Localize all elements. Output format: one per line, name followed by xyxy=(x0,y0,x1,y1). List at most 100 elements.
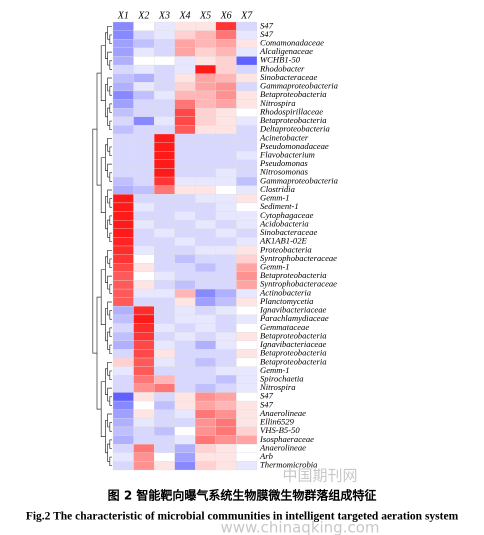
heatmap-cell xyxy=(215,176,237,186)
heatmap-cell xyxy=(215,400,237,410)
column-label: X3 xyxy=(158,10,170,21)
heatmap-cell xyxy=(195,254,217,264)
heatmap-cell xyxy=(133,39,155,48)
heatmap-cell xyxy=(174,461,196,471)
heatmap-cell xyxy=(112,280,134,290)
heatmap-cell xyxy=(195,461,217,471)
heatmap-cell xyxy=(153,280,175,290)
heatmap-cell xyxy=(174,202,196,212)
row-label: Nitrospira xyxy=(259,382,296,392)
heatmap-cell xyxy=(215,228,237,238)
dendrogram-branch xyxy=(109,310,112,320)
heatmap-cell xyxy=(236,340,258,350)
heatmap-cell xyxy=(174,159,196,169)
heatmap-cell xyxy=(153,383,175,393)
heatmap-cell xyxy=(236,56,258,66)
heatmap-cell xyxy=(112,254,134,264)
column-label: X5 xyxy=(199,10,211,21)
dendrogram-branch xyxy=(109,172,112,182)
heatmap-cell xyxy=(153,82,175,92)
heatmap-cell xyxy=(112,159,134,169)
row-label: Deltaproteobacteria xyxy=(259,124,330,134)
dendrogram-branch xyxy=(109,120,112,131)
heatmap-cell xyxy=(215,306,237,316)
row-label: Gammaproteobacteria xyxy=(260,175,338,185)
heatmap-cell xyxy=(153,409,175,419)
heatmap-cell xyxy=(112,47,134,57)
heatmap-cell xyxy=(215,280,237,290)
heatmap-cell xyxy=(215,90,237,100)
dendrogram-branch xyxy=(100,381,106,437)
heatmap-cell xyxy=(133,228,155,238)
heatmap-cell xyxy=(174,30,196,40)
heatmap-cell xyxy=(112,383,134,393)
heatmap-cell xyxy=(236,323,258,333)
heatmap-cell xyxy=(153,435,175,445)
heatmap-cell xyxy=(133,383,155,393)
heatmap-cell xyxy=(133,237,155,247)
heatmap-cell xyxy=(153,288,175,298)
heatmap-cell xyxy=(133,21,155,31)
heatmap-cell xyxy=(112,297,134,307)
heatmap-cell xyxy=(112,444,134,453)
row-label: AK1AB1-02E xyxy=(259,236,308,246)
heatmap-cell xyxy=(153,366,175,376)
heatmap-cell xyxy=(174,280,196,290)
heatmap-cell xyxy=(236,435,258,445)
heatmap-cell xyxy=(215,444,237,453)
heatmap-cell xyxy=(112,21,134,31)
heatmap-cell xyxy=(174,90,196,100)
heatmap-cell xyxy=(174,73,196,83)
heatmap-cell xyxy=(236,202,258,212)
heatmap-cell xyxy=(174,254,196,264)
heatmap-cell xyxy=(215,47,237,57)
heatmap-cell xyxy=(195,82,217,92)
heatmap-cell xyxy=(236,116,258,126)
heatmap-cell xyxy=(112,30,134,40)
dendrogram-branch xyxy=(109,232,112,243)
heatmap-cell xyxy=(153,426,175,436)
heatmap-cell xyxy=(195,194,217,204)
heatmap-cell xyxy=(236,185,258,195)
heatmap-cell xyxy=(174,366,196,376)
heatmap-cell xyxy=(195,73,217,83)
heatmap-cell xyxy=(133,323,155,333)
heatmap-cell xyxy=(112,245,134,255)
row-label: Betaproteobacteria xyxy=(260,330,327,340)
dendrogram-branch xyxy=(109,60,112,70)
heatmap-cell xyxy=(174,392,196,402)
heatmap-cell xyxy=(174,220,196,229)
heatmap-cell xyxy=(112,185,134,195)
dendrogram-branch xyxy=(109,344,112,355)
heatmap-cell xyxy=(153,168,175,178)
heatmap-cell xyxy=(153,452,175,462)
heatmap-cell xyxy=(153,108,175,117)
heatmap-cell xyxy=(236,357,258,367)
watermark: 中国期刊网 xyxy=(282,467,357,485)
heatmap-cell xyxy=(133,245,155,255)
heatmap-cell xyxy=(215,366,237,376)
heatmap-cell xyxy=(153,220,175,229)
heatmap-cell xyxy=(195,263,217,272)
heatmap-cell xyxy=(174,444,196,453)
dendrogram xyxy=(92,25,112,467)
heatmap-cell xyxy=(153,400,175,410)
heatmap-cell xyxy=(195,202,217,212)
heatmap-cell xyxy=(174,176,196,186)
heatmap-cell xyxy=(215,159,237,169)
heatmap-cell xyxy=(195,56,217,66)
heatmap-cell xyxy=(133,332,155,341)
heatmap-cell xyxy=(215,73,237,83)
heatmap-cell xyxy=(112,288,134,298)
row-label: Planctomycetia xyxy=(259,296,313,306)
heatmap-cell xyxy=(153,39,175,48)
row-label: Betaproteobacteria xyxy=(260,89,327,99)
heatmap-cell xyxy=(174,323,196,333)
heatmap-cell xyxy=(133,73,155,83)
heatmap-cell xyxy=(153,90,175,100)
heatmap-cell xyxy=(112,409,134,419)
heatmap-cell xyxy=(112,82,134,92)
heatmap-cell xyxy=(112,332,134,341)
heatmap-cell xyxy=(215,142,237,152)
heatmap-cell xyxy=(112,64,134,74)
